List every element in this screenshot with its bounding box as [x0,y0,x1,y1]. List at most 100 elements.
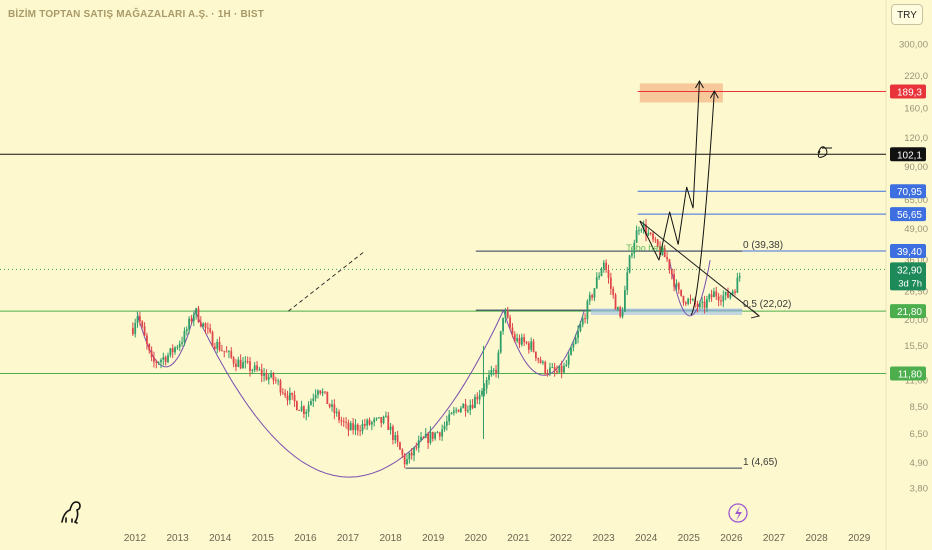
candle-body [691,299,694,300]
candle-body [485,380,488,389]
y-tick-label: 160,0 [904,104,928,115]
candle-body [410,452,413,456]
candle-body [274,380,277,382]
candle-body [701,301,704,303]
candle-body [136,316,139,324]
candle-body [298,410,301,411]
candle-body [211,332,214,347]
candle-body [363,423,366,426]
candle-body [481,390,483,396]
candle-body [572,344,575,348]
candle-body [225,351,228,353]
candle-body [713,291,715,298]
candle-body [293,395,296,402]
candle-body [495,369,497,374]
candle-body [469,404,472,411]
candle-body [345,422,347,423]
candle-body [720,300,722,302]
y-tick-label: 20,00 [904,315,928,326]
candle-body [455,409,458,411]
lightning-icon [728,503,748,523]
candle-body [509,317,511,328]
candle-body [476,396,479,400]
x-tick-label: 2028 [805,533,828,544]
candle-body [710,294,713,298]
candle-body [663,248,666,258]
candle-body [162,357,165,360]
y-tick-label: 3,80 [910,484,929,495]
candle-body [513,334,516,342]
candle-body [256,365,258,370]
candle-body [731,291,734,295]
candle-body [738,276,741,278]
candle-body [609,277,612,289]
candle-body [246,361,249,362]
candle-body [242,362,244,369]
candle-body [260,369,263,376]
candle-body [286,395,289,401]
candle-body [506,311,509,318]
candle-body [462,403,465,409]
candle-body [171,348,174,353]
candle-body [602,262,605,269]
candle-body [333,404,336,414]
currency-button[interactable]: TRY [891,4,923,25]
x-tick-label: 2016 [294,533,317,544]
level-badge-blue: 56,65 [897,210,922,221]
candle-body [445,421,448,426]
x-tick-label: 2017 [337,533,360,544]
candle-body [420,437,422,441]
candle-body [631,253,633,256]
candle-body [464,403,467,412]
candle-body [577,330,579,338]
chart-title: BİZİM TOPTAN SATIŞ MAĞAZALARI A.Ş. · 1H … [8,9,265,20]
candle-body [134,323,137,335]
candle-body [434,432,437,439]
candle-body [370,422,373,425]
candle-body [544,361,547,373]
candle-body [734,291,736,293]
candle-body [654,239,657,241]
candle-body [399,442,401,450]
y-tick-label: 15,50 [904,341,928,352]
candle-body [474,396,476,408]
candle-body [530,341,533,350]
x-tick-label: 2012 [124,533,147,544]
candle-body [146,335,148,344]
candle-body [628,255,631,273]
candle-body [668,259,671,270]
candle-body [382,416,385,424]
y-tick-label: 11,00 [905,376,928,387]
candle-body [502,317,504,332]
candle-body [567,355,570,365]
candle-body [317,390,319,395]
candle-body [263,373,265,376]
candle-body [232,357,235,364]
candle-body [213,346,216,349]
candle-body [272,373,275,381]
candle-body [459,408,462,412]
candle-body [584,318,586,320]
candle-body [666,257,668,260]
candle-body [291,392,294,396]
candle-body [174,347,176,353]
candle-body [340,420,343,422]
candle-body [438,432,441,437]
candle-body [359,430,362,432]
candle-body [314,394,317,399]
candle-body [424,433,427,438]
candle-body [504,311,507,318]
candle-body [417,440,420,448]
candle-body [195,308,198,315]
cup-arc-right-shoulder [503,310,585,376]
candle-body [565,364,568,366]
candle-body [221,350,223,352]
candle-body [708,294,711,300]
y-tick-label: 65,00 [904,195,928,206]
candle-body [490,370,493,376]
y-tick-label: 49,00 [904,224,928,235]
candle-body [450,412,453,415]
candle-body [537,358,540,360]
candle-body [727,291,729,298]
